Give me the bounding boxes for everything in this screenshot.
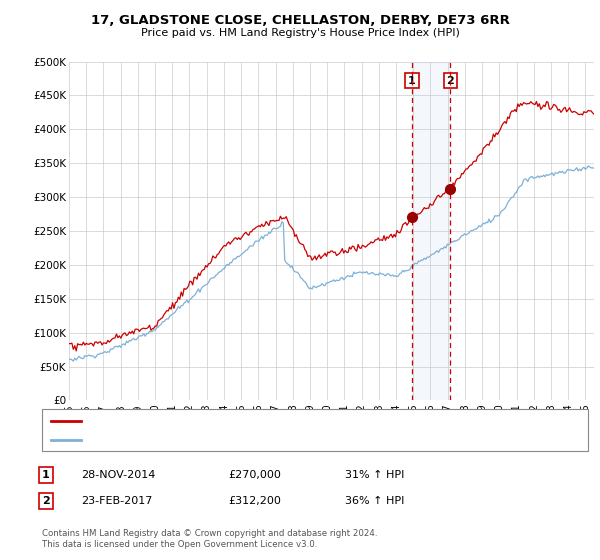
Text: £312,200: £312,200 [228, 496, 281, 506]
Text: 31% ↑ HPI: 31% ↑ HPI [345, 470, 404, 480]
Text: 2: 2 [42, 496, 50, 506]
Text: 2: 2 [446, 76, 454, 86]
Text: 1: 1 [408, 76, 416, 86]
Text: Contains HM Land Registry data © Crown copyright and database right 2024.
This d: Contains HM Land Registry data © Crown c… [42, 529, 377, 549]
Text: 23-FEB-2017: 23-FEB-2017 [81, 496, 152, 506]
Text: £270,000: £270,000 [228, 470, 281, 480]
Text: 36% ↑ HPI: 36% ↑ HPI [345, 496, 404, 506]
Text: Price paid vs. HM Land Registry's House Price Index (HPI): Price paid vs. HM Land Registry's House … [140, 28, 460, 38]
Bar [412, 62, 450, 400]
Text: HPI: Average price, detached house, City of Derby: HPI: Average price, detached house, City… [87, 435, 337, 445]
Text: 17, GLADSTONE CLOSE, CHELLASTON, DERBY, DE73 6RR: 17, GLADSTONE CLOSE, CHELLASTON, DERBY, … [91, 14, 509, 27]
Text: 28-NOV-2014: 28-NOV-2014 [81, 470, 155, 480]
Text: 1: 1 [42, 470, 50, 480]
Text: 17, GLADSTONE CLOSE, CHELLASTON, DERBY, DE73 6RR (detached house): 17, GLADSTONE CLOSE, CHELLASTON, DERBY, … [87, 416, 463, 426]
